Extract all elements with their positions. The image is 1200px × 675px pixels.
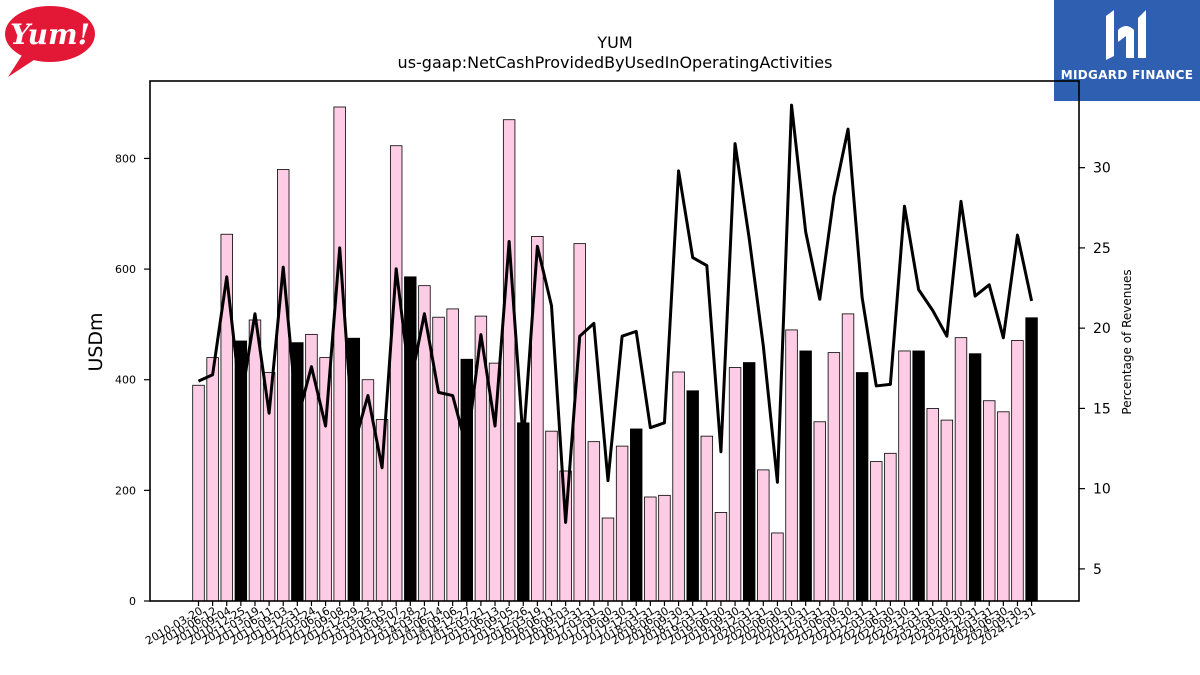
yum-logo-graphic: Yum! (5, 6, 95, 77)
bar (559, 470, 572, 602)
bar (997, 411, 1010, 602)
bar (771, 532, 784, 602)
bar (983, 400, 996, 602)
y2-tick-label: 30 (1093, 161, 1111, 177)
y-tick-label: 800 (115, 152, 136, 165)
bar (545, 430, 558, 602)
bar (305, 333, 318, 602)
bar (898, 350, 911, 602)
chart-title: YUM (596, 33, 632, 52)
bar (855, 372, 869, 602)
bar (827, 352, 841, 602)
axes: 0200400600800510152025302010-03-202010-0… (115, 152, 1111, 647)
midgard-logo-mark (1106, 10, 1146, 60)
y-tick-label: 0 (129, 595, 136, 608)
bar (517, 422, 530, 602)
bar (926, 408, 939, 602)
bar (389, 145, 403, 602)
bar (728, 367, 742, 602)
bar (884, 452, 897, 602)
bar (912, 350, 925, 602)
yum-logo: Yum! (4, 4, 96, 78)
bar (1011, 340, 1024, 602)
bar (757, 469, 770, 602)
bar (1025, 317, 1038, 602)
y-tick-label: 400 (115, 374, 136, 387)
bar (686, 390, 699, 602)
bar (940, 419, 954, 602)
bar (672, 371, 685, 602)
bar (785, 329, 798, 602)
y-axis-label: USDm (85, 312, 107, 371)
bar (714, 512, 728, 602)
bar-series (192, 106, 1038, 602)
bar (615, 445, 629, 602)
bar (742, 362, 756, 602)
y2-tick-label: 5 (1093, 562, 1102, 578)
bar (248, 319, 262, 602)
bar (460, 358, 473, 602)
bar (587, 441, 601, 602)
bar (206, 357, 219, 602)
bar (630, 428, 643, 602)
y2-tick-label: 20 (1093, 321, 1111, 337)
bar (700, 435, 714, 602)
midgard-finance-text: MIDGARD FINANCE (1060, 68, 1194, 82)
y2-axis-label: Percentage of Revenues (1120, 269, 1134, 414)
bar (502, 119, 516, 602)
bar (954, 337, 968, 602)
series-line (197, 103, 1034, 524)
chart-subtitle: us-gaap:NetCashProvidedByUsedInOperating… (398, 53, 833, 72)
bar (601, 517, 615, 602)
bar (277, 169, 290, 602)
bar (841, 313, 855, 602)
y-tick-label: 600 (115, 263, 136, 276)
y2-tick-label: 25 (1093, 241, 1111, 257)
y2-tick-label: 10 (1093, 482, 1111, 498)
svg-text:Yum!: Yum! (10, 18, 90, 51)
plot-frame (149, 80, 1080, 602)
bar (799, 350, 812, 602)
bar (658, 494, 671, 602)
bar (644, 496, 657, 602)
y2-tick-label: 15 (1093, 401, 1111, 417)
bar (446, 308, 459, 602)
bar (404, 276, 417, 602)
bar (192, 384, 205, 602)
bar (813, 421, 826, 602)
line-series (197, 103, 1034, 524)
bar (870, 461, 883, 602)
bar (573, 243, 586, 602)
bar (968, 353, 982, 602)
y-tick-label: 200 (115, 484, 136, 497)
bar (432, 316, 445, 602)
bar (319, 357, 332, 602)
bar (333, 106, 346, 602)
